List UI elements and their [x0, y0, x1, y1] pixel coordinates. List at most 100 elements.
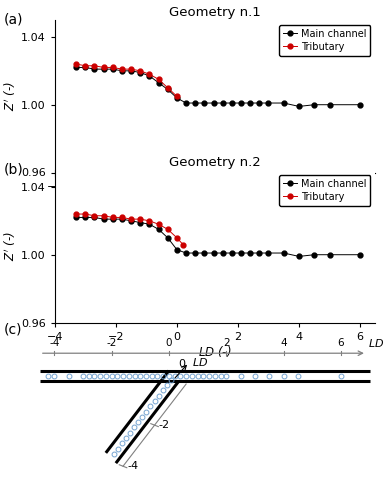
Main channel — [312, 252, 317, 258]
Main channel — [282, 250, 286, 256]
Tributary — [110, 214, 115, 220]
Text: (b): (b) — [4, 162, 24, 176]
Main channel — [147, 73, 152, 79]
Tributary — [174, 94, 179, 100]
Tributary — [156, 221, 161, 227]
Tributary — [181, 242, 185, 248]
Tributary — [129, 216, 133, 222]
Main channel — [138, 220, 143, 226]
Y-axis label: $Z'$ (-): $Z'$ (-) — [3, 82, 18, 111]
Text: 0: 0 — [178, 360, 185, 370]
Main channel — [230, 250, 234, 256]
Main channel — [129, 218, 133, 224]
Tributary — [74, 211, 79, 217]
Tributary — [101, 213, 106, 219]
Main channel — [358, 252, 362, 258]
Tributary — [138, 68, 143, 74]
Line: Main channel: Main channel — [74, 65, 362, 109]
Title: Geometry n.2: Geometry n.2 — [169, 156, 261, 169]
Main channel — [327, 102, 332, 107]
Tributary — [174, 235, 179, 241]
Text: (c): (c) — [4, 322, 22, 336]
Tributary — [129, 66, 133, 72]
Main channel — [202, 100, 207, 106]
Main channel — [239, 250, 243, 256]
Tributary — [120, 66, 124, 72]
Text: -2: -2 — [106, 338, 117, 348]
Main channel — [358, 102, 362, 107]
Text: -4: -4 — [49, 338, 59, 348]
Tributary — [120, 214, 124, 220]
Main channel — [120, 216, 124, 222]
Main channel — [184, 100, 188, 106]
Main channel — [230, 100, 234, 106]
Main channel — [184, 250, 188, 256]
Main channel — [211, 100, 216, 106]
Main channel — [92, 214, 97, 220]
Main channel — [257, 250, 262, 256]
Main channel — [193, 250, 197, 256]
Main channel — [174, 95, 179, 101]
Text: 0: 0 — [166, 338, 172, 348]
Main channel — [120, 68, 124, 74]
Main channel — [221, 250, 225, 256]
Text: -2: -2 — [159, 420, 170, 430]
Main channel — [165, 86, 170, 92]
Main channel — [257, 100, 262, 106]
Tributary — [83, 211, 88, 217]
Main channel — [239, 100, 243, 106]
Main channel — [282, 100, 286, 106]
Text: 4: 4 — [280, 338, 287, 348]
Text: $LD$: $LD$ — [192, 356, 209, 368]
X-axis label: $LD$ (-): $LD$ (-) — [198, 344, 232, 360]
Main channel — [211, 250, 216, 256]
Title: Geometry n.1: Geometry n.1 — [169, 6, 261, 19]
Legend: Main channel, Tributary: Main channel, Tributary — [279, 175, 371, 206]
Tributary — [74, 61, 79, 67]
Tributary — [101, 64, 106, 70]
Tributary — [165, 226, 170, 232]
Tributary — [156, 76, 161, 82]
Tributary — [165, 85, 170, 91]
Main channel — [74, 214, 79, 220]
Main channel — [110, 216, 115, 222]
Tributary — [92, 63, 97, 69]
Text: 6: 6 — [338, 338, 344, 348]
X-axis label: $LD$ (-): $LD$ (-) — [198, 194, 232, 210]
Main channel — [327, 252, 332, 258]
Text: $LD$: $LD$ — [368, 336, 384, 348]
Main channel — [221, 100, 225, 106]
Text: -4: -4 — [127, 461, 138, 471]
Main channel — [297, 104, 301, 110]
Main channel — [193, 100, 197, 106]
Main channel — [83, 64, 88, 70]
Legend: Main channel, Tributary: Main channel, Tributary — [279, 25, 371, 56]
Tributary — [147, 218, 152, 224]
Main channel — [312, 102, 317, 107]
Main channel — [83, 214, 88, 220]
Text: (a): (a) — [4, 12, 23, 26]
Main channel — [202, 250, 207, 256]
Main channel — [165, 235, 170, 241]
Tributary — [138, 216, 143, 222]
Main channel — [156, 226, 161, 232]
Line: Tributary: Tributary — [74, 62, 179, 98]
Main channel — [248, 250, 253, 256]
Main channel — [110, 66, 115, 72]
Line: Main channel: Main channel — [74, 215, 362, 259]
Text: 2: 2 — [223, 338, 230, 348]
Line: Tributary: Tributary — [74, 212, 185, 247]
Main channel — [74, 64, 79, 70]
Tributary — [92, 213, 97, 219]
Main channel — [266, 250, 271, 256]
Main channel — [101, 216, 106, 222]
Main channel — [297, 254, 301, 260]
Tributary — [110, 64, 115, 70]
Main channel — [147, 221, 152, 227]
Main channel — [101, 66, 106, 72]
Tributary — [147, 71, 152, 77]
Main channel — [174, 246, 179, 252]
Main channel — [129, 68, 133, 74]
Main channel — [248, 100, 253, 106]
Main channel — [266, 100, 271, 106]
